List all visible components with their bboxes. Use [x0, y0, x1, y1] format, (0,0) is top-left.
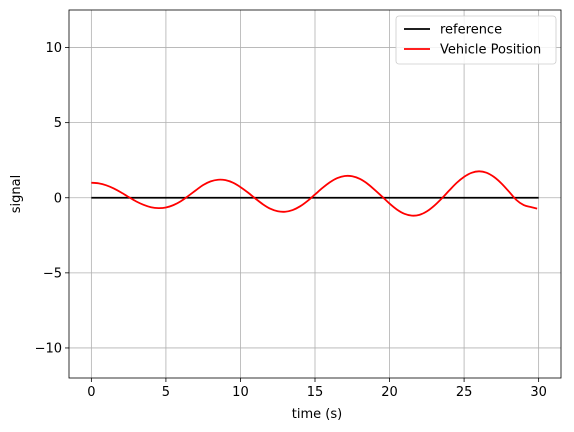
y-tick-label: 10: [45, 41, 62, 56]
y-tick-label: 5: [54, 116, 62, 131]
x-tick-label: 25: [456, 385, 473, 400]
legend-label: reference: [440, 23, 502, 38]
x-tick-label: 30: [530, 385, 547, 400]
x-axis-label: time (s): [292, 407, 342, 422]
series-lines: [91, 170, 539, 217]
series-line-vehicle-position: [91, 170, 538, 217]
tick-marks: 0 5 10 15 20 25 30 −10 −5 0 5 10: [35, 41, 547, 400]
y-tick-label: −5: [43, 266, 62, 281]
x-tick-label: 0: [87, 385, 95, 400]
x-tick-label: 5: [162, 385, 170, 400]
y-tick-label: 0: [54, 191, 62, 206]
x-tick-label: 20: [381, 385, 398, 400]
x-tick-label: 10: [232, 385, 249, 400]
legend: reference Vehicle Position: [395, 15, 557, 65]
x-tick-label: 15: [307, 385, 324, 400]
legend-box: [395, 15, 557, 65]
y-tick-label: −10: [35, 341, 62, 356]
legend-label: Vehicle Position: [440, 43, 541, 58]
y-axis-label: signal: [9, 175, 24, 213]
